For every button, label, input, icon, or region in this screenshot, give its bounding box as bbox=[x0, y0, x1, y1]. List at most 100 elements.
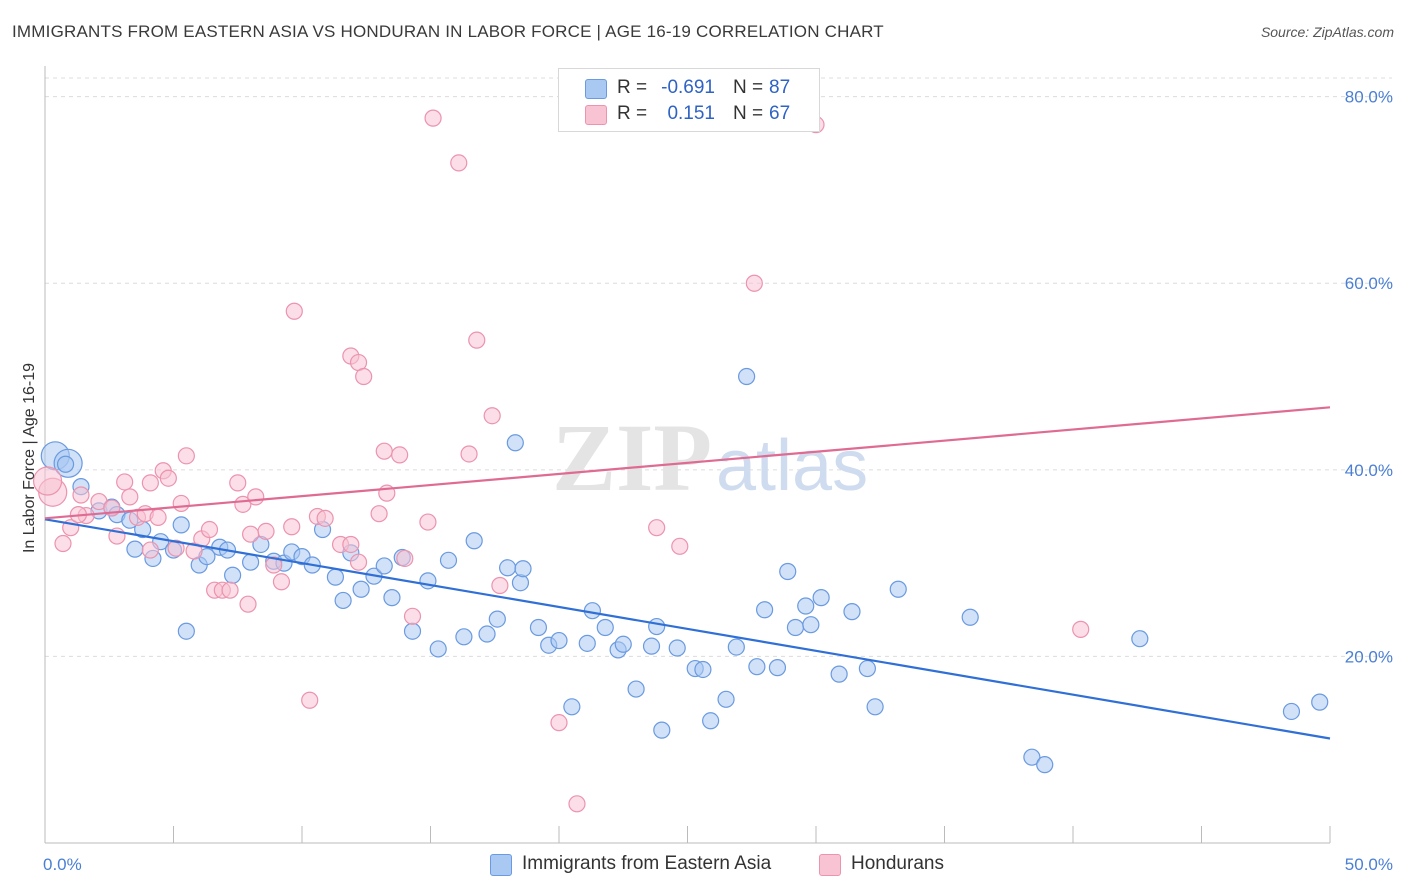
data-point bbox=[375, 557, 393, 575]
data-point bbox=[403, 607, 422, 625]
data-point bbox=[1311, 693, 1329, 711]
data-point bbox=[121, 488, 139, 506]
data-point bbox=[702, 712, 720, 730]
data-point bbox=[172, 516, 190, 534]
points bbox=[32, 109, 1329, 813]
legend-row-eastern-asia: R = -0.691 N = 87 bbox=[559, 76, 819, 102]
data-point bbox=[316, 509, 334, 527]
data-point bbox=[1131, 630, 1149, 648]
data-point bbox=[506, 434, 524, 452]
data-point bbox=[149, 508, 167, 527]
data-point bbox=[550, 714, 568, 732]
data-point bbox=[768, 659, 787, 677]
data-point bbox=[141, 541, 159, 559]
data-point bbox=[866, 698, 884, 716]
data-point bbox=[396, 549, 414, 568]
data-point bbox=[748, 658, 766, 676]
data-point bbox=[185, 542, 203, 560]
data-point bbox=[727, 638, 745, 656]
data-point bbox=[424, 109, 442, 127]
x-tick-label: 50.0% bbox=[1345, 855, 1393, 874]
data-point bbox=[889, 580, 907, 598]
data-point bbox=[802, 616, 820, 634]
series-legend: Immigrants from Eastern Asia Hondurans bbox=[0, 852, 1406, 878]
data-point bbox=[342, 535, 360, 554]
watermark-zip: ZIP bbox=[552, 404, 712, 511]
data-point bbox=[159, 469, 177, 487]
data-point bbox=[779, 562, 797, 581]
data-point bbox=[177, 622, 195, 640]
series-hondurans bbox=[32, 109, 1090, 813]
data-point bbox=[563, 698, 581, 716]
y-tick-label: 80.0% bbox=[1345, 88, 1393, 107]
data-point bbox=[126, 540, 144, 558]
legend-swatch-eastern-asia bbox=[585, 79, 607, 99]
data-point bbox=[460, 445, 478, 463]
data-point bbox=[1072, 620, 1090, 638]
legend-n-label: N = bbox=[733, 103, 764, 124]
data-point bbox=[1036, 756, 1054, 774]
data-point bbox=[429, 640, 447, 658]
data-point bbox=[671, 537, 689, 555]
legend-n-value: 87 bbox=[769, 77, 791, 98]
data-point bbox=[116, 473, 134, 491]
data-point bbox=[488, 610, 506, 628]
data-point bbox=[745, 274, 763, 292]
data-point bbox=[786, 618, 805, 637]
data-point bbox=[717, 690, 735, 708]
data-point bbox=[229, 474, 247, 492]
data-point bbox=[1023, 748, 1041, 766]
trendlines bbox=[44, 406, 1331, 740]
data-point bbox=[283, 518, 301, 536]
data-point bbox=[858, 659, 877, 678]
data-point bbox=[1282, 702, 1301, 721]
y-tick-label: 60.0% bbox=[1345, 274, 1393, 293]
legend-r-label: R = bbox=[617, 77, 648, 98]
data-point bbox=[812, 589, 830, 607]
data-point bbox=[653, 721, 671, 739]
data-point bbox=[391, 446, 409, 464]
legend-r-label: R = bbox=[617, 103, 648, 124]
legend-swatch-eastern-asia bbox=[490, 854, 512, 876]
data-point bbox=[514, 560, 532, 578]
data-point bbox=[370, 505, 388, 523]
watermark: ZIP atlas bbox=[552, 404, 868, 511]
data-point bbox=[614, 635, 632, 653]
data-point bbox=[465, 532, 483, 550]
y-tick-label: 20.0% bbox=[1345, 647, 1393, 666]
data-point bbox=[483, 407, 501, 425]
data-point bbox=[568, 795, 586, 813]
data-point bbox=[403, 622, 422, 640]
data-point bbox=[578, 634, 596, 652]
correlation-legend: R = -0.691 N = 87 R = 0.151 N = 67 bbox=[558, 68, 820, 132]
data-point bbox=[224, 566, 242, 584]
data-point bbox=[56, 455, 75, 473]
data-point bbox=[648, 519, 666, 537]
legend-n-value: 67 bbox=[769, 103, 791, 124]
legend-row-hondurans: R = 0.151 N = 67 bbox=[559, 102, 819, 128]
legend-label-eastern-asia: Immigrants from Eastern Asia bbox=[522, 853, 772, 874]
data-point bbox=[239, 595, 257, 613]
legend-swatch-hondurans bbox=[819, 854, 841, 876]
data-point bbox=[755, 601, 774, 619]
data-point bbox=[285, 302, 303, 320]
data-point bbox=[352, 580, 370, 598]
data-point bbox=[383, 589, 401, 607]
data-point bbox=[419, 513, 437, 531]
data-point bbox=[648, 617, 666, 636]
data-point bbox=[334, 591, 352, 610]
chart-title: IMMIGRANTS FROM EASTERN ASIA VS HONDURAN… bbox=[12, 22, 884, 41]
data-point bbox=[257, 522, 275, 541]
data-point bbox=[326, 568, 345, 586]
y-tick-label: 40.0% bbox=[1345, 461, 1393, 480]
legend-n-label: N = bbox=[733, 77, 764, 98]
trendline-eastern-asia bbox=[44, 518, 1331, 740]
data-point bbox=[32, 466, 63, 496]
data-point bbox=[694, 660, 712, 679]
legend-r-value: -0.691 bbox=[661, 77, 715, 98]
data-point bbox=[265, 556, 283, 574]
data-point bbox=[478, 625, 496, 643]
data-point bbox=[247, 488, 265, 506]
data-point bbox=[668, 639, 686, 657]
data-point bbox=[468, 331, 486, 349]
